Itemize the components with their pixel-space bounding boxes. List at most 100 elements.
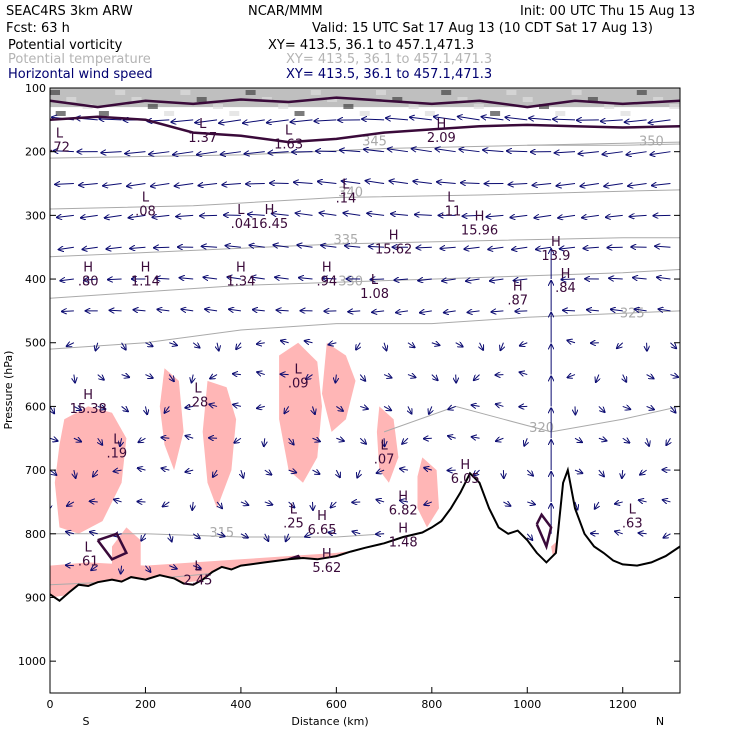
y-axis-label: Pressure (hPa) — [2, 351, 15, 430]
extremum-type-9: H — [389, 229, 399, 244]
y-tick-label-200: 200 — [25, 146, 46, 159]
wind-vector-163 — [294, 182, 313, 183]
wind-vector-166 — [299, 278, 313, 279]
wind-vector-223 — [396, 311, 409, 313]
wind-vector-214 — [377, 470, 385, 473]
pv-contour-2 — [96, 532, 129, 561]
wind-vector-120 — [221, 152, 241, 155]
wind-vector-360 — [640, 470, 647, 475]
wind-vector-85 — [161, 437, 170, 438]
wind-vector-268 — [483, 150, 504, 152]
extremum-value-13: 1.14 — [131, 274, 160, 289]
theta-contour-340 — [50, 189, 680, 210]
top-band-texture-39 — [55, 111, 66, 116]
wind-vector-204 — [364, 149, 385, 151]
wind-vector-358 — [646, 406, 654, 409]
wind-vector-371 — [670, 375, 678, 377]
wind-vector-16 — [54, 151, 74, 152]
wind-vector-187 — [331, 501, 337, 508]
cloud-region-2 — [159, 368, 184, 471]
wind-vector-49 — [106, 247, 122, 249]
wind-vector-142 — [257, 406, 265, 408]
potential-vorticity-contours — [50, 96, 680, 581]
plot-frame — [49, 87, 681, 694]
top-band-texture-26 — [473, 104, 484, 109]
wind-vector-190 — [340, 150, 361, 152]
wind-vector-121 — [222, 184, 241, 185]
wind-vector-212 — [383, 406, 391, 410]
wind-vector-220 — [391, 214, 409, 216]
wind-vector-63 — [129, 215, 146, 217]
top-band-texture-8 — [180, 90, 191, 95]
extremum-value-2: 1.63 — [274, 138, 303, 153]
pv-contour-1 — [50, 96, 680, 109]
wind-vector-119 — [219, 119, 241, 123]
wind-vector-148 — [268, 152, 289, 153]
extremum-type-17: H — [513, 280, 523, 295]
wind-vector-228 — [400, 469, 409, 470]
wind-vector-276 — [496, 404, 504, 406]
wind-vector-348 — [615, 531, 623, 533]
extremum-type-27: H — [398, 490, 408, 505]
wind-vector-281 — [507, 151, 528, 152]
extremum-type-10: H — [475, 209, 485, 224]
wind-vector-160 — [286, 533, 289, 541]
extremum-value-4: .08 — [135, 204, 156, 219]
theta-label-340: 340 — [338, 185, 363, 200]
wind-vector-363 — [649, 120, 671, 123]
wind-vector-352 — [630, 215, 647, 216]
wind-vector-90 — [171, 120, 194, 122]
wind-vector-67 — [145, 343, 152, 347]
extremum-type-13: H — [141, 260, 151, 275]
wind-vector-230 — [410, 117, 432, 120]
wind-vector-195 — [348, 311, 361, 312]
north-label: N — [656, 715, 664, 728]
wind-vector-170 — [313, 406, 315, 414]
wind-vector-197 — [360, 374, 365, 381]
wind-vector-323 — [580, 184, 599, 187]
x-tick-label-1200: 1200 — [609, 698, 637, 711]
wind-vector-357 — [646, 375, 654, 379]
wind-vector-265 — [472, 437, 480, 438]
extremum-value-28: 1.48 — [389, 536, 418, 551]
wind-vectors — [50, 117, 678, 574]
wind-vector-335 — [601, 120, 623, 121]
wind-vector-55 — [120, 438, 122, 446]
wind-vector-199 — [359, 437, 366, 444]
wind-vector-42 — [90, 501, 98, 502]
y-tick-label-800: 800 — [25, 528, 46, 541]
x-tick-label-0: 0 — [47, 698, 54, 711]
wind-vector-243 — [434, 117, 456, 120]
extremum-value-7: .14 — [336, 192, 357, 207]
cloud-region-6 — [376, 406, 399, 483]
wind-vector-188 — [328, 532, 337, 533]
wind-vector-247 — [440, 247, 456, 248]
wind-vector-70 — [139, 438, 146, 442]
top-band-texture-9 — [196, 97, 207, 102]
extremum-type-32: L — [629, 502, 637, 517]
wind-vector-234 — [416, 247, 432, 248]
wind-vector-232 — [413, 181, 432, 183]
wind-vector-372 — [670, 406, 675, 412]
wind-vector-169 — [306, 375, 313, 380]
top-band-texture-10 — [213, 104, 223, 109]
wind-vector-62 — [127, 184, 146, 187]
wind-vector-174 — [305, 534, 313, 537]
extremum-value-6: 16.45 — [251, 217, 288, 232]
top-band-texture-15 — [294, 111, 305, 116]
wind-vector-267 — [482, 117, 504, 120]
wind-vector-298 — [536, 247, 552, 249]
wind-vector-59 — [121, 565, 122, 574]
wind-vector-249 — [444, 311, 456, 313]
y-tick-label-500: 500 — [25, 337, 46, 350]
wind-vector-84 — [165, 406, 170, 412]
wind-vector-259 — [464, 247, 480, 249]
wind-vector-325 — [584, 247, 599, 248]
top-band-texture-14 — [278, 104, 289, 109]
wind-vector-341 — [611, 309, 623, 311]
wind-vector-359 — [647, 438, 649, 446]
extremum-value-0: .72 — [49, 141, 70, 156]
wind-vector-206 — [367, 213, 385, 215]
cloud-region-5 — [322, 342, 356, 432]
extremum-type-12: H — [83, 260, 93, 275]
